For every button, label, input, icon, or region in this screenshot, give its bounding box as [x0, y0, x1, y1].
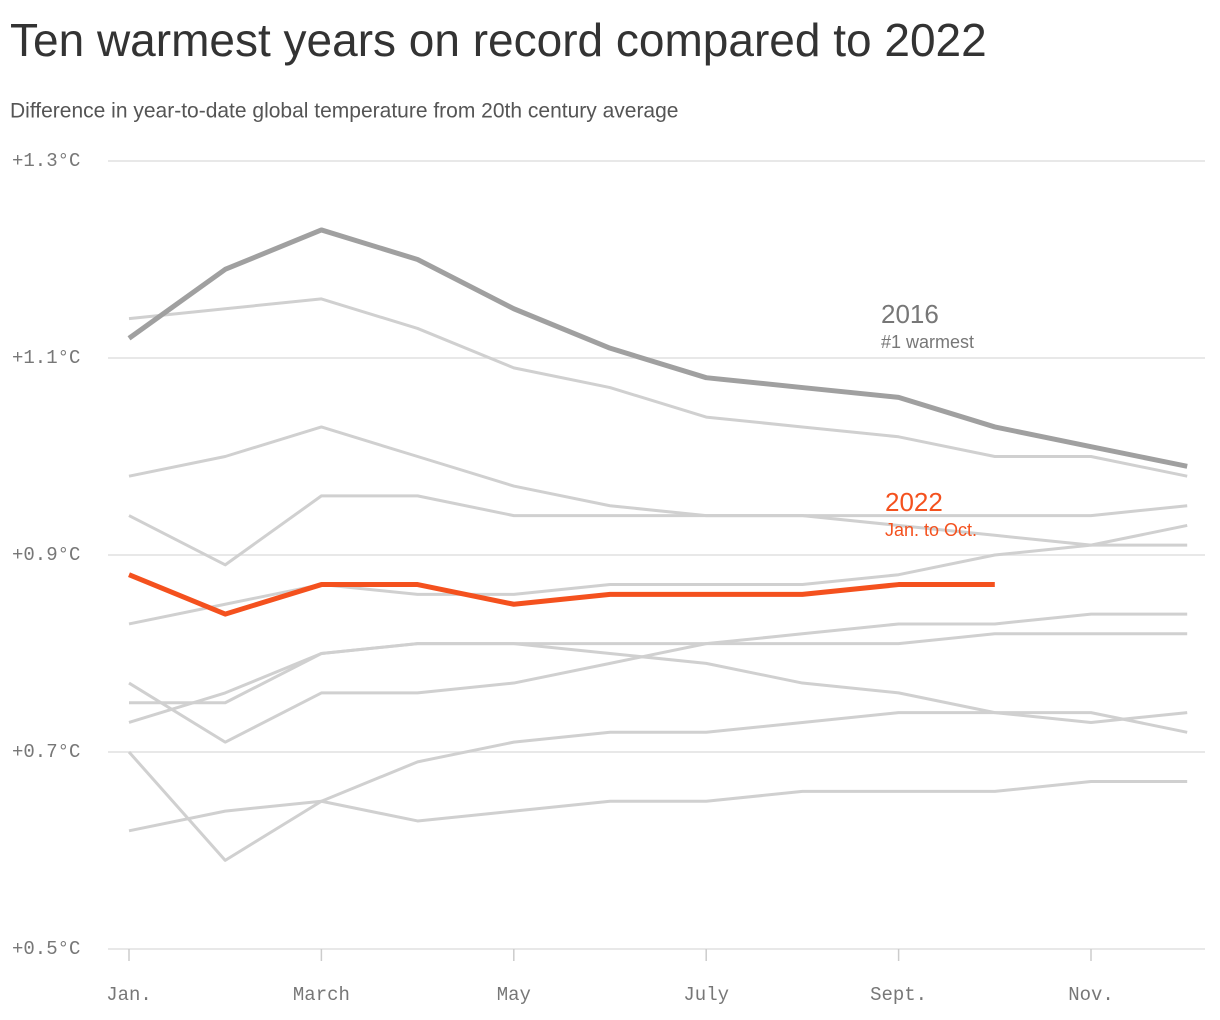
series-label: 2022	[885, 487, 943, 517]
series-line	[128, 297, 1188, 478]
y-tick-label: +0.5°C	[12, 938, 80, 960]
x-tick-label: Sept.	[870, 984, 927, 1006]
chart-title: Ten warmest years on record compared to …	[10, 14, 987, 66]
y-tick-label: +1.1°C	[12, 347, 80, 369]
series-annotation: Jan. to Oct.	[885, 520, 977, 540]
x-tick-label: May	[497, 984, 531, 1006]
chart-subtitle: Difference in year-to-date global temper…	[10, 100, 678, 123]
series-line	[128, 642, 1188, 734]
y-tick-label: +0.9°C	[12, 544, 80, 566]
series-line	[129, 632, 1188, 705]
y-tick-label: +1.3°C	[12, 150, 80, 172]
x-tick-label: Nov.	[1068, 984, 1114, 1006]
series-line	[128, 612, 1188, 744]
series-line	[128, 572, 995, 617]
series-label: 2016	[881, 299, 939, 329]
series-line	[128, 494, 1188, 567]
series-line	[128, 780, 1188, 833]
x-tick-label: Jan.	[106, 984, 152, 1006]
x-tick-label: March	[293, 984, 350, 1006]
x-tick-label: July	[683, 984, 729, 1006]
series-annotation: #1 warmest	[881, 332, 974, 352]
series-line	[127, 711, 1188, 862]
series-line	[128, 425, 1188, 518]
series-line	[127, 227, 1188, 469]
y-tick-label: +0.7°C	[12, 741, 80, 763]
